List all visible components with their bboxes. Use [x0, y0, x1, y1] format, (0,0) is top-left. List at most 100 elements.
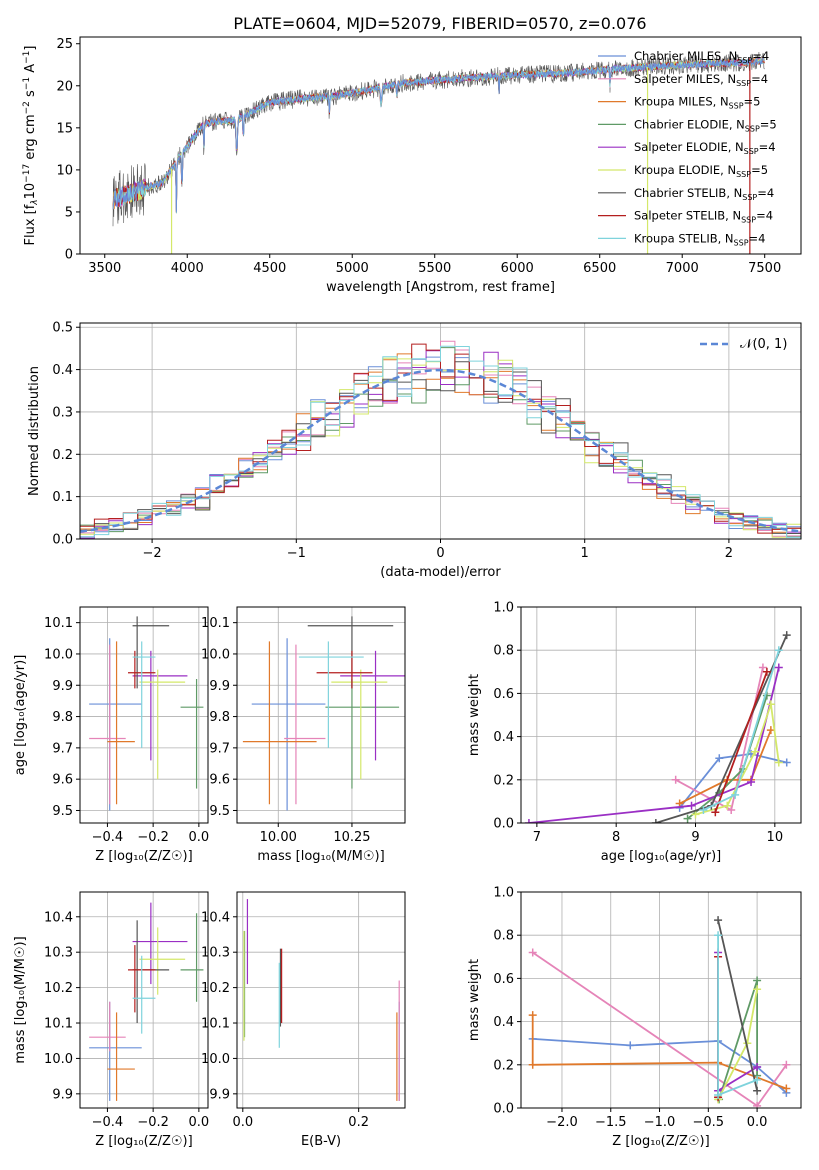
- plot-area: [89, 616, 204, 811]
- y-axis-label-part: 10: [23, 183, 38, 200]
- weight-marker: [782, 1084, 791, 1093]
- weight-marker: [711, 808, 720, 817]
- y-tick-label: 0.2: [493, 1058, 514, 1073]
- x-axis-label: Z [log₁₀(Z/Z☉)]: [612, 1134, 709, 1149]
- weight-marker: [723, 801, 732, 810]
- legend-sub: SSP: [729, 102, 744, 111]
- weight-marker: [699, 806, 708, 815]
- y-tick-label: 0.0: [493, 817, 514, 832]
- y-tick-label: 10.2: [201, 981, 230, 996]
- x-tick-label: 1: [581, 546, 589, 561]
- histogram-chabrier-stelib: [80, 361, 801, 534]
- axes-frame: [79, 606, 209, 824]
- weight-marker: [528, 1060, 537, 1069]
- y-axis-label: mass weight: [467, 674, 482, 756]
- plot-area: [80, 340, 801, 539]
- x-axis-label: wavelength [Angstrom, rest frame]: [326, 280, 555, 295]
- errorbar-chabrier-elodie: [325, 679, 400, 789]
- x-tick-label: 4000: [171, 261, 204, 276]
- y-axis-label: age [log₁₀(age/yr)]: [13, 655, 28, 776]
- panel-weight_vs_Z: −2.0 −1.5 −1.0 −0.5 0.0 0.0 0.2 0.4 0.6 0.8 1.0 Z […: [467, 886, 802, 1149]
- errorbar-salpeter-stelib: [316, 650, 373, 689]
- panel-weight_vs_age: 7 8 9 10 0.0 0.2 0.4 0.6 0.8 1.0 age [log₁₀(age/yr…: [467, 601, 802, 864]
- legend-name: Kroupa ELODIE, N: [634, 163, 736, 177]
- y-tick-label: 9.9: [209, 679, 230, 694]
- y-tick-label: 10.1: [201, 616, 230, 631]
- y-tick-label: 10.0: [44, 647, 73, 662]
- x-tick-label: −2.0: [546, 1115, 578, 1130]
- legend-sub: SSP: [741, 216, 756, 225]
- weight-marker: [651, 819, 660, 823]
- panel-age_vs_Z: −0.4 −0.2 0.0 9.5 9.6 9.7 9.8 9.9 10.0 10.1 Z [log…: [13, 606, 209, 864]
- x-tick-label: 0.0: [747, 1115, 768, 1130]
- x-tick-label: −1.0: [644, 1115, 676, 1130]
- y-tick-label: 10.1: [44, 616, 73, 631]
- x-tick-label: −1: [287, 546, 306, 561]
- y-axis-label-part: −17: [22, 164, 32, 183]
- errorbar-kroupa-stelib: [298, 641, 364, 748]
- y-tick-label: 0.1: [52, 490, 73, 505]
- y-tick-label: 9.8: [209, 710, 230, 725]
- weight-marker: [782, 1060, 791, 1069]
- panel-residuals: −2 −1 0 1 2 0.0 0.1 0.2 0.3 0.4 0.5 (data-model)/er…: [27, 321, 802, 580]
- legend-value: =5: [760, 117, 777, 131]
- panel-age_vs_mass: 10.00 10.25 9.5 9.6 9.7 9.8 9.9 10.0 10.1 mass [l…: [201, 606, 406, 864]
- x-axis-label: Z [log₁₀(Z/Z☉)]: [95, 849, 192, 864]
- x-tick-label: 10.00: [260, 830, 297, 845]
- legend-entry: Salpeter MILES, NSSP=4: [634, 72, 768, 88]
- y-tick-label: 0.0: [52, 533, 73, 548]
- x-tick-label: −0.2: [137, 830, 169, 845]
- y-tick-label: 9.9: [52, 1087, 73, 1102]
- y-tick-label: 10.2: [44, 981, 73, 996]
- weight-marker: [683, 814, 692, 823]
- weight-marker: [714, 931, 723, 940]
- errorbar-kroupa-miles: [107, 641, 135, 805]
- y-tick-label: 10: [56, 163, 73, 178]
- panel-mass_vs_Z: −0.4 −0.2 0.0 9.9 10.0 10.1 10.2 10.3 10.4 Z [log…: [13, 891, 209, 1149]
- weight-marker: [715, 754, 724, 763]
- legend-value: =5: [744, 95, 761, 109]
- legend-entry: Kroupa MILES, NSSP=5: [634, 95, 760, 111]
- panel-mass_vs_ebv: 0.0 0.2 9.9 10.0 10.1 10.2 10.3 10.4 E(B-V): [201, 891, 406, 1149]
- y-tick-label: 10.0: [44, 1052, 73, 1067]
- legend-entry: Salpeter ELODIE, NSSP=4: [634, 140, 776, 156]
- weight-marker: [528, 1011, 537, 1020]
- y-tick-label: 9.7: [52, 741, 73, 756]
- x-tick-label: −2: [143, 546, 162, 561]
- y-tick-label: 9.5: [52, 804, 73, 819]
- legend-sub: SSP: [736, 79, 751, 88]
- legend-entry: Chabrier MILES, NSSP=4: [634, 49, 769, 65]
- y-tick-label: 10.4: [201, 910, 230, 925]
- errorbar-kroupa-stelib: [132, 955, 156, 1034]
- legend-value: =4: [756, 209, 773, 223]
- weight-marker: [524, 819, 533, 823]
- y-tick-label: 0.8: [493, 929, 514, 944]
- y-axis-label-part: A: [23, 64, 38, 77]
- y-axis-label-part: erg cm: [23, 114, 38, 163]
- legend-name: Chabrier MILES, N: [634, 49, 737, 63]
- weight-marker: [753, 1075, 762, 1084]
- y-axis-label: Normed distribution: [27, 366, 42, 496]
- x-tick-label: −0.5: [693, 1115, 725, 1130]
- axes-frame: [236, 891, 406, 1109]
- x-tick-label: 6500: [583, 261, 616, 276]
- y-tick-label: 9.9: [209, 1087, 230, 1102]
- x-tick-label: −0.4: [92, 1115, 124, 1130]
- weight-line-salpeter-elodie: [528, 667, 780, 823]
- y-tick-label: 9.5: [209, 804, 230, 819]
- y-tick-label: 9.8: [52, 710, 73, 725]
- legend-entry: Kroupa ELODIE, NSSP=5: [634, 163, 768, 179]
- x-tick-label: 6000: [501, 261, 534, 276]
- plot-area: [112, 51, 765, 254]
- weight-marker: [774, 758, 783, 767]
- legend-value: =5: [751, 163, 768, 177]
- x-tick-label: 7: [533, 830, 541, 845]
- errorbar-salpeter-elodie: [340, 650, 405, 761]
- weight-line-chabrier-stelib: [717, 919, 758, 1091]
- weight-marker: [782, 758, 791, 767]
- x-tick-label: −1.5: [595, 1115, 627, 1130]
- legend-value: =4: [759, 140, 776, 154]
- errorbar-salpeter-elodie: [132, 650, 188, 761]
- weight-marker: [753, 1062, 762, 1071]
